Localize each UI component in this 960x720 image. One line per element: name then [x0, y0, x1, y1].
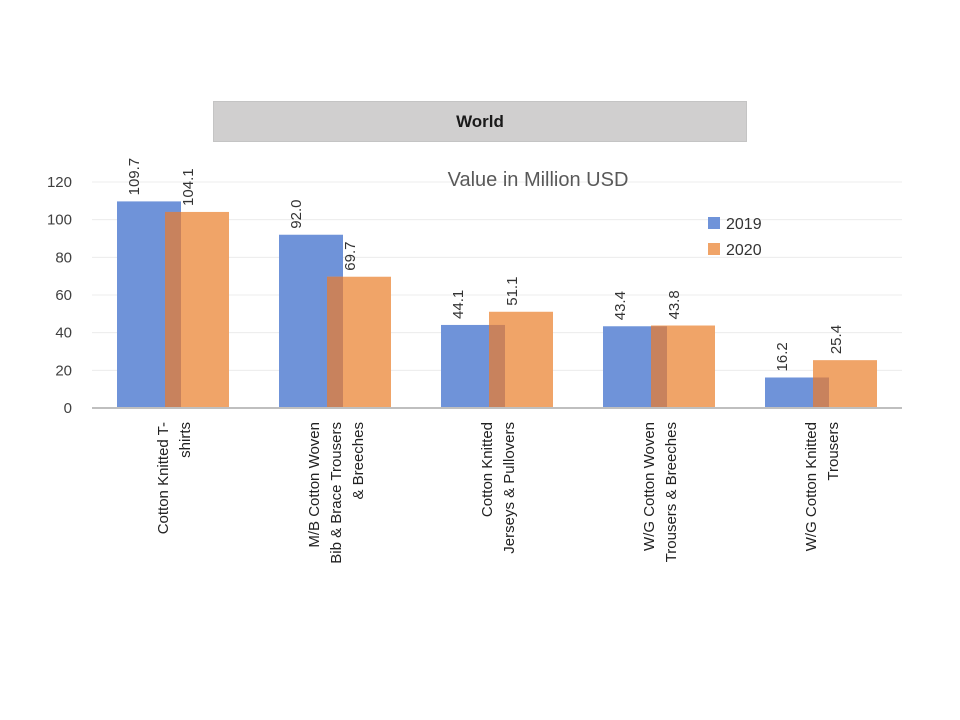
bar-overlap [651, 326, 667, 408]
data-label-2019: 16.2 [774, 342, 791, 371]
data-labels: 109.7 104.1 92.0 69.7 44.1 51.1 43.4 43.8 16.2 25… [126, 158, 845, 372]
y-axis-ticks: 0 20 40 60 80 100 120 [47, 174, 72, 417]
category-label: W/G Cotton Knitted [803, 422, 820, 551]
category-label: Trousers & Breeches [663, 422, 680, 562]
data-label-2020: 51.1 [504, 277, 521, 306]
y-tick-label: 120 [47, 174, 72, 191]
legend-label-2020: 2020 [726, 242, 762, 259]
y-tick-label: 60 [55, 287, 72, 304]
data-label-2020: 104.1 [180, 168, 197, 206]
category-label: Jerseys & Pullovers [501, 422, 518, 554]
y-tick-label: 80 [55, 249, 72, 266]
legend-swatch-2019 [708, 217, 720, 229]
data-label-2019: 109.7 [126, 158, 143, 196]
data-label-2019: 92.0 [288, 200, 305, 229]
legend-label-2019: 2019 [726, 216, 762, 233]
chart-title-banner: World [213, 101, 747, 142]
chart-title: World [456, 111, 504, 131]
category-label: Cotton Knitted [479, 422, 496, 517]
data-label-2020: 43.8 [666, 290, 683, 319]
bar-overlap [489, 324, 505, 408]
data-label-2020: 69.7 [342, 242, 359, 271]
category-label: M/B Cotton Woven [306, 422, 323, 548]
y-tick-label: 100 [47, 212, 72, 229]
bar-overlap [327, 276, 343, 408]
category-label: Cotton Knitted T- [155, 422, 172, 534]
y-tick-label: 20 [55, 362, 72, 379]
category-labels: Cotton Knitted T-shirts M/B Cotton Woven B… [155, 422, 842, 564]
data-label-2019: 43.4 [612, 291, 629, 320]
legend: 2019 2020 [708, 216, 762, 259]
category-label: shirts [177, 422, 194, 458]
category-label: Bib & Brace Trousers [328, 422, 345, 564]
bar-overlap [165, 211, 181, 408]
category-label: & Breeches [350, 422, 367, 500]
y-tick-label: 40 [55, 325, 72, 342]
bars [117, 201, 877, 408]
y-tick-label: 0 [64, 400, 72, 417]
bar-overlap [813, 377, 829, 408]
category-label: Trousers [825, 422, 842, 481]
data-label-2019: 44.1 [450, 290, 467, 319]
chart-subtitle: Value in Million USD [448, 169, 629, 191]
legend-swatch-2020 [708, 243, 720, 255]
data-label-2020: 25.4 [828, 325, 845, 354]
category-label: W/G Cotton Woven [641, 422, 658, 551]
